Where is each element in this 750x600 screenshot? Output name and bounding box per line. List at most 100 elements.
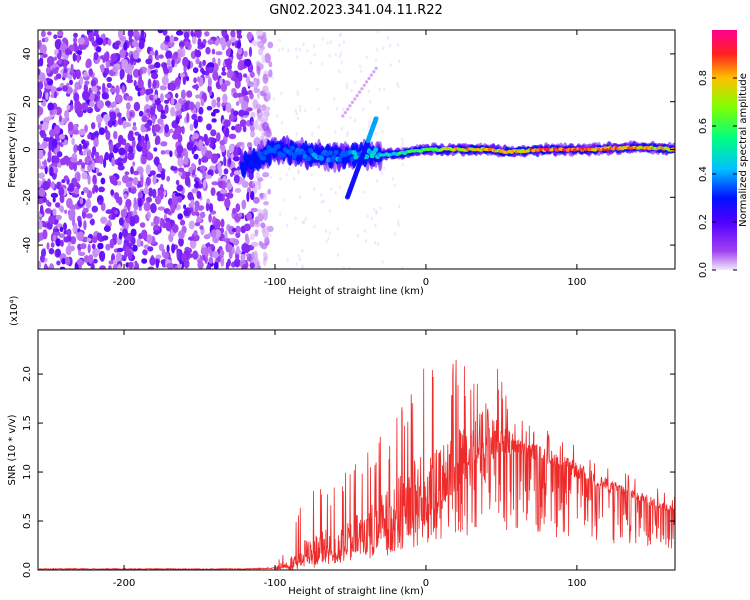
noise-speckle [67,121,74,132]
noise-speckle [104,152,110,161]
noise-speckle [155,135,161,145]
noise-speckle [66,198,73,209]
noise-speckle [136,237,142,248]
noise-speckle [160,109,165,114]
noise-speckle [382,166,386,170]
noise-speckle [116,247,124,253]
noise-speckle [146,140,151,151]
noise-speckle [286,258,289,262]
noise-speckle [227,69,234,79]
noise-speckle [210,129,217,137]
noise-speckle [302,42,305,47]
noise-speckle [255,250,258,255]
snr-y-axis-label: SNR (10 * v/v) [7,414,18,485]
noise-speckle [88,68,93,77]
noise-speckle [177,49,183,59]
noise-speckle [74,81,80,91]
noise-speckle [373,207,376,212]
noise-speckle [73,92,80,103]
noise-speckle [128,216,136,227]
noise-speckle [322,199,326,203]
noise-speckle [241,141,245,151]
noise-speckle [164,124,170,134]
noise-speckle [76,172,81,182]
noise-speckle [175,179,180,186]
signal-echo [362,83,366,87]
noise-speckle [317,107,320,111]
noise-speckle [207,77,212,87]
noise-speckle [157,118,164,125]
noise-speckle [250,130,256,138]
x-tick-label: -100 [264,578,287,589]
noise-speckle [48,215,56,225]
signal-mid [267,151,272,167]
noise-speckle [152,79,157,89]
noise-speckle [154,94,158,100]
noise-speckle [321,36,324,41]
noise-speckle [38,159,42,169]
colorbar-ticks: 0.0 0.2 0.4 0.6 0.8 [698,70,737,278]
noise-speckle [134,260,138,269]
noise-speckle [183,31,190,39]
noise-speckle [118,196,123,206]
noise-speckle [192,250,199,260]
noise-speckle [196,211,200,217]
noise-speckle [183,204,187,210]
noise-speckle [108,265,112,269]
noise-speckle [396,82,399,86]
noise-speckle [375,211,378,215]
noise-speckle [280,121,284,125]
noise-speckle [153,132,157,137]
noise-speckle [53,109,58,115]
noise-speckle [108,260,114,265]
noise-speckle [224,127,230,138]
noise-speckle [182,56,189,68]
noise-speckle [225,49,231,57]
noise-speckle [267,41,274,49]
noise-speckle [261,38,267,43]
noise-speckle [192,84,200,90]
noise-speckle [68,44,75,52]
noise-speckle [257,213,264,222]
noise-speckle [114,192,120,200]
noise-speckle [153,124,161,133]
noise-speckle [211,48,216,55]
noise-speckle [220,82,228,92]
noise-speckle [246,212,252,221]
noise-speckle [167,210,172,215]
noise-speckle [46,242,50,250]
noise-speckle [102,82,106,93]
noise-speckle [301,264,304,268]
noise-speckle [256,38,260,42]
noise-speckle [47,150,52,159]
noise-speckle [251,40,258,46]
noise-speckle [170,203,176,214]
noise-speckle [100,64,105,73]
noise-speckle [175,102,182,111]
noise-speckle [148,94,155,101]
noise-speckle [147,78,152,89]
noise-speckle [89,92,95,102]
noise-speckle [160,150,166,155]
noise-speckle [218,166,222,177]
noise-speckle [160,170,166,181]
signal-core [288,150,294,156]
noise-speckle [242,263,248,269]
noise-speckle [194,49,202,58]
noise-speckle [145,176,151,186]
noise-speckle [234,188,242,193]
noise-speckle [313,53,316,57]
noise-speckle [55,214,62,221]
x-tick-label: -100 [264,277,287,288]
noise-speckle [328,54,331,58]
noise-speckle [306,49,309,53]
noise-speckle [195,101,201,109]
noise-speckle [43,137,51,142]
noise-speckle [227,244,233,252]
noise-speckle [191,36,197,45]
noise-speckle [288,167,291,171]
noise-speckle [117,161,124,167]
noise-speckle [154,61,161,69]
noise-speckle [150,222,155,227]
noise-speckle [338,33,342,38]
